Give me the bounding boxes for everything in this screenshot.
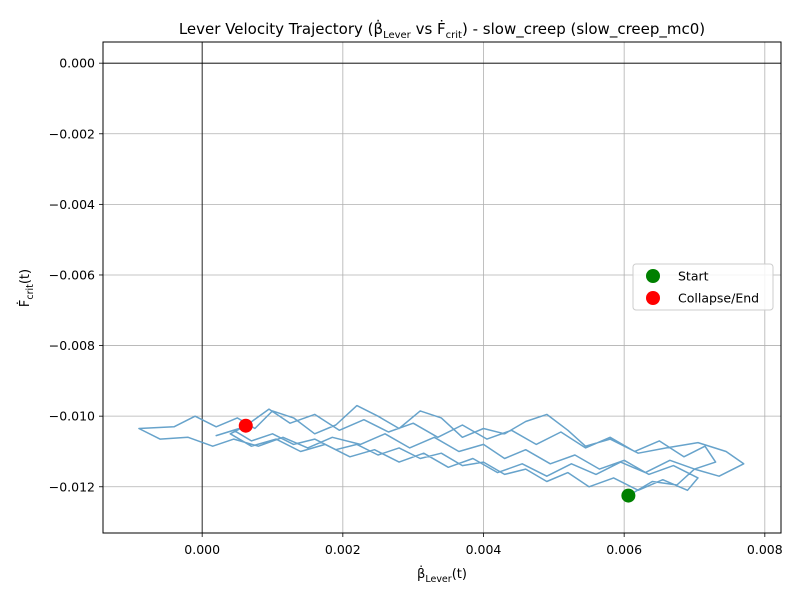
plot-area: 0.000 0.002 0.004 0.006 0.008 0.000 −0.002 −0.0… [49,41,783,557]
y-tick-label: −0.008 [49,338,95,353]
legend-collapse-label: Collapse/End [678,291,759,306]
x-tick-label: 0.008 [747,542,783,557]
y-tick-label: −0.010 [49,409,95,424]
x-tick-label: 0.006 [606,542,642,557]
start-marker [621,488,636,503]
y-tick-label: −0.006 [49,267,95,282]
legend: Start Collapse/End [632,263,774,311]
collapse-end-marker [238,418,253,433]
chart-title: Lever Velocity Trajectory (β̇Lever vs Ḟc… [179,19,705,41]
y-tick-label: −0.012 [49,479,95,494]
y-tick-label: 0.000 [59,56,95,71]
legend-collapse-swatch [646,291,660,305]
x-tick-label: 0.002 [325,542,361,557]
x-tick-label: 0.004 [466,542,502,557]
legend-start-label: Start [678,269,709,284]
x-axis-label: β̇Lever(t) [417,566,467,585]
x-tick-label: 0.000 [184,542,220,557]
plot-frame [102,41,782,534]
y-tick-label: −0.004 [49,197,95,212]
y-axis-label: Ḟcrit(t) [17,269,36,307]
y-tick-label: −0.002 [49,126,95,141]
trajectory-line [138,404,745,497]
legend-start-swatch [646,269,660,283]
legend-box [632,263,774,311]
